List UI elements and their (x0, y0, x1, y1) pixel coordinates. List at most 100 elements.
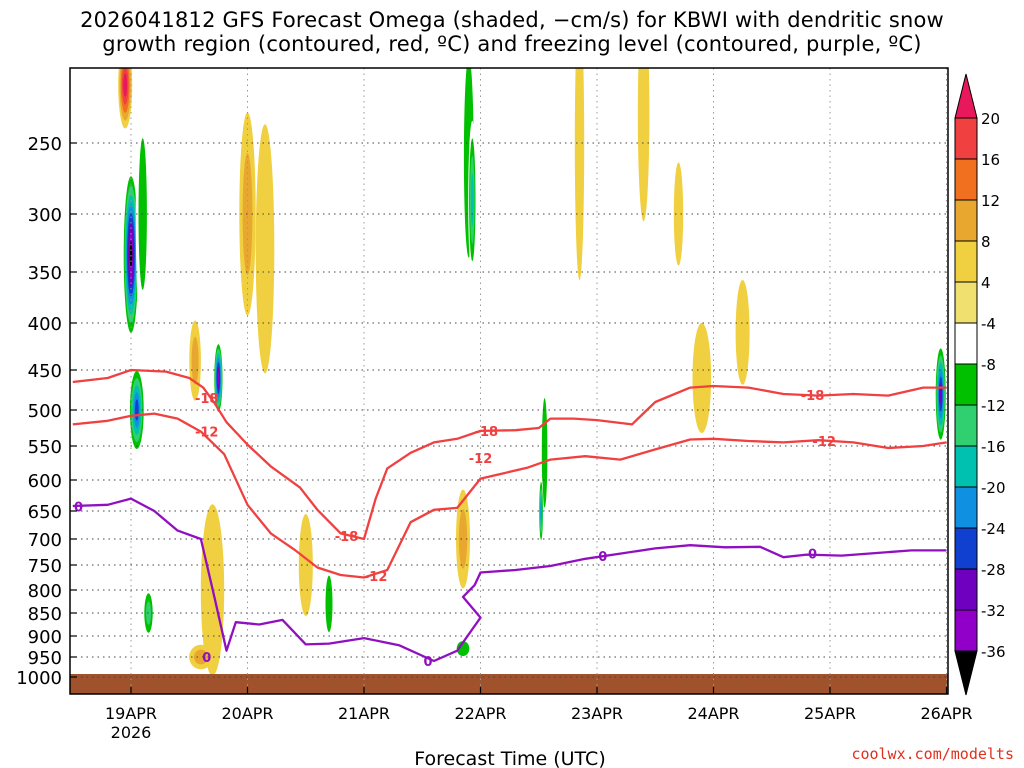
omega-cell (801, 0, 813, 20)
contour-label: 0 (598, 550, 607, 565)
colorbar-label: -12 (981, 397, 1006, 415)
colorbar-swatch (954, 527, 978, 570)
x-tick-label: 25APR (804, 704, 856, 723)
colorbar-label: -36 (981, 643, 1006, 661)
contour-minus12 (72, 412, 947, 579)
axes: 2503003504004505005506006507007508008509… (16, 134, 972, 742)
contour-label: -18 (195, 392, 219, 407)
chart-title-line2: growth region (contoured, red, ºC) and f… (102, 32, 922, 56)
colorbar-label: 12 (981, 192, 1000, 210)
x-axis-label: Forecast Time (UTC) (414, 748, 605, 768)
omega-cell (673, 162, 684, 266)
omega-cell (111, 399, 128, 561)
contour-label: -12 (469, 452, 493, 467)
omega-cell (276, 281, 289, 403)
contour-label: 0 (202, 651, 211, 666)
y-tick-label: 900 (28, 627, 62, 648)
contour-label: -12 (812, 435, 836, 450)
chart-title-line1: 2026041812 GFS Forecast Omega (shaded, −… (80, 8, 944, 32)
colorbar-swatch (954, 322, 978, 365)
colorbar-label: 8 (981, 233, 991, 251)
colorbar-label: 4 (981, 274, 991, 292)
colorbar-swatch (954, 445, 978, 488)
colorbar-swatch (954, 117, 978, 160)
y-tick-label: 600 (28, 471, 62, 492)
omega-cell (458, 509, 468, 569)
omega-cell (574, 68, 585, 280)
contour-label: -12 (195, 426, 219, 441)
x-tick-label: 22APR (454, 704, 506, 723)
colorbar: 20 16 12 8 4 -4 -8 -12 -16 -20 -24 -28 -32 -36 (954, 73, 1006, 696)
omega-cell (123, 73, 128, 97)
y-tick-label: 500 (28, 401, 62, 422)
colorbar-swatch (954, 650, 978, 696)
omega-cell (692, 322, 712, 434)
omega-shading (111, 0, 947, 676)
contour-label: -18 (801, 389, 825, 404)
omega-cell (255, 124, 275, 374)
colorbar-swatch (954, 199, 978, 242)
colorbar-label: -24 (981, 520, 1006, 538)
contour-label: -12 (364, 570, 388, 585)
y-tick-label: 950 (28, 648, 62, 669)
grid (70, 68, 948, 694)
y-tick-label: 800 (28, 581, 62, 602)
contour-label: -18 (335, 530, 359, 545)
watermark-site: coolwx.com/modelts (851, 745, 1014, 763)
x-tick-label: 19APR (105, 704, 157, 723)
contour-label: 0 (424, 655, 433, 670)
omega-cell (217, 371, 220, 385)
colorbar-swatch (954, 568, 978, 611)
omega-cell (456, 641, 470, 657)
y-tick-label: 250 (28, 134, 62, 155)
omega-cell (298, 514, 313, 616)
omega-cell (708, 68, 719, 93)
colorbar-swatch (954, 73, 978, 119)
y-tick-label: 450 (28, 361, 62, 382)
contour-minus18 (72, 368, 947, 541)
colorbar-label: -8 (981, 356, 996, 374)
contour-zero (72, 497, 947, 663)
colorbar-label: 20 (981, 110, 1000, 128)
x-tick-label: 24APR (687, 704, 739, 723)
colorbar-label: -20 (981, 479, 1006, 497)
omega-cell (191, 336, 199, 385)
omega-cell (540, 501, 542, 521)
colorbar-swatch (954, 486, 978, 529)
colorbar-swatch (954, 404, 978, 447)
y-tick-label: 300 (28, 205, 62, 226)
colorbar-label: -16 (981, 438, 1006, 456)
x-tick-label: 21APR (338, 704, 390, 723)
omega-cell (470, 173, 474, 227)
x-year-label: 2026 (111, 723, 152, 742)
y-tick-label: 750 (28, 556, 62, 577)
omega-cell (735, 280, 750, 385)
omega-cell (934, 514, 947, 616)
y-tick-label: 650 (28, 502, 62, 523)
contour-label: -18 (475, 425, 499, 440)
omega-cell (193, 649, 208, 665)
colorbar-swatch (954, 363, 978, 406)
colorbar-swatch (954, 281, 978, 324)
plot-frame (69, 67, 949, 695)
ground-surface (70, 674, 948, 694)
x-tick-label: 23APR (571, 704, 623, 723)
x-tick-label: 26APR (920, 704, 972, 723)
y-tick-label: 550 (28, 437, 62, 458)
y-tick-label: 350 (28, 263, 62, 284)
y-tick-label: 400 (28, 314, 62, 335)
colorbar-label: 16 (981, 151, 1000, 169)
colorbar-swatch (954, 240, 978, 283)
contours: -18 -18 -18 -18 -12 -12 -12 -12 0 0 0 0 0 (72, 368, 947, 670)
y-tick-label: 1000 (16, 668, 62, 689)
chart-title: 2026041812 GFS Forecast Omega (shaded, −… (0, 8, 1024, 56)
colorbar-swatch (954, 158, 978, 201)
omega-cell (129, 240, 133, 269)
colorbar-label: -4 (981, 315, 996, 333)
colorbar-label: -28 (981, 561, 1006, 579)
omega-cell (637, 68, 650, 222)
omega-cell (486, 68, 498, 235)
colorbar-swatch (954, 609, 978, 652)
omega-cell (325, 575, 333, 632)
